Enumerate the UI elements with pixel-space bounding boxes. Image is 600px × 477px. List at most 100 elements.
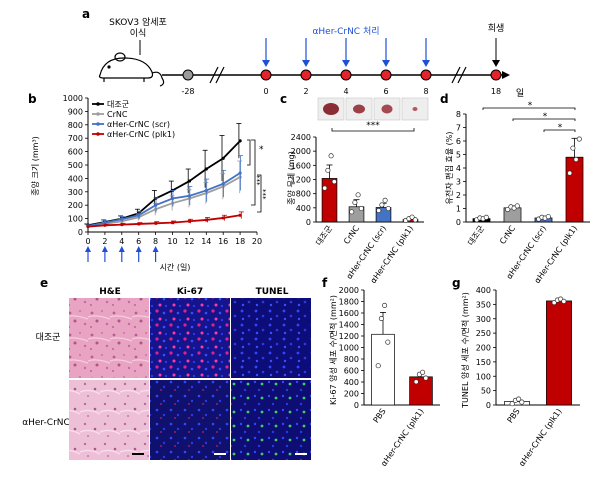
growth-legend-marker-1 <box>96 112 100 116</box>
growth-line-0 <box>87 140 241 227</box>
growth-legend-label-2: αHer-CrNC (scr) <box>107 120 170 129</box>
growth-xtick-14: 14 <box>201 237 211 246</box>
weight-sig: *** <box>366 121 380 131</box>
f-chart-ytick-0: 0 <box>354 401 359 410</box>
c-chart-ytick-400: 400 <box>296 204 311 213</box>
timeline-day-label-2: 2 <box>303 87 308 96</box>
g-chart-ytick-50: 50 <box>481 387 491 396</box>
panel-e: e H&E Ki-67 TUNEL 대조군 αHer-CrNC <box>22 276 311 460</box>
growth-ytick-100: 100 <box>68 215 83 224</box>
g-chart-ytick-400: 400 <box>476 286 491 295</box>
timeline-day-label-4: 4 <box>343 87 348 96</box>
growth-point <box>170 221 175 225</box>
growth-legend-label-3: αHer-CrNC (plk1) <box>107 130 175 139</box>
panel-f: f 0 200 400 600 800 1000 1200 1400 1600 1800 2000 P… <box>322 276 440 468</box>
growth-point <box>103 223 107 227</box>
growth-point <box>238 171 242 175</box>
growth-treat-arrowhead-6 <box>135 246 142 252</box>
g-chart-ytick-0: 0 <box>486 401 491 410</box>
c-chart-ytick-2000: 2000 <box>291 147 311 156</box>
mouse-icon <box>98 52 165 87</box>
d-chart-ytick-3: 3 <box>456 178 461 187</box>
g-chart-sample-dot <box>561 298 567 304</box>
f-chart-ytick-1800: 1800 <box>339 298 359 307</box>
growth-point <box>154 203 158 207</box>
f-chart-ytick-2000: 2000 <box>339 286 359 295</box>
g-chart-ytick-300: 300 <box>476 315 491 324</box>
c-chart-xlabel-1: CrNC <box>342 224 361 246</box>
img-tunel-control <box>231 298 311 378</box>
sacrifice-arrowhead <box>492 60 500 67</box>
g-chart-sample-dot <box>519 399 525 405</box>
f-chart-ytick-1400: 1400 <box>339 321 359 330</box>
c-chart-sample-dot <box>325 167 331 173</box>
growth-line-1 <box>87 176 241 227</box>
growth-point <box>154 221 158 225</box>
panel-e-label: e <box>40 276 48 290</box>
c-chart-sample-dot <box>328 153 334 159</box>
growth-xtick-8: 8 <box>153 237 158 246</box>
timeline-break-2 <box>451 66 467 84</box>
growth-ytick-500: 500 <box>68 161 83 170</box>
growth-point <box>137 222 141 226</box>
f-chart-ytick-1600: 1600 <box>339 309 359 318</box>
f-chart-bar-1 <box>409 376 433 406</box>
growth-series-3 <box>86 211 244 229</box>
d-chart-sample-dot <box>573 156 579 163</box>
g-chart-ytick-350: 350 <box>476 300 491 309</box>
img-tunel-treated <box>231 380 311 460</box>
growth-point <box>221 182 225 186</box>
growth-point <box>204 218 208 222</box>
timeline-dot-18 <box>490 69 502 81</box>
c-chart-sample-dot <box>352 199 358 206</box>
c-chart-sample-dot <box>349 209 355 215</box>
c-chart-xlabel-0: 대조군 <box>314 224 334 247</box>
growth-point <box>221 156 225 160</box>
c-chart-bar-0 <box>321 178 338 223</box>
tumor-blob-2 <box>353 104 365 114</box>
growth-point <box>238 139 242 143</box>
timeline-dot-6 <box>380 69 392 81</box>
tunel-ylabel: TUNEL 양성 세포 수/면적 (mm²) <box>460 292 470 409</box>
c-chart-sample-dot <box>322 185 328 191</box>
timeline-day-label-18: 18 <box>491 87 501 96</box>
d-chart-sample-dot <box>545 214 551 220</box>
panel-f-label: f <box>322 276 328 290</box>
row-treated: αHer-CrNC <box>22 418 70 428</box>
panel-g-label: g <box>452 276 461 290</box>
d-chart-sample-dot <box>570 145 576 151</box>
growth-legend-marker-3 <box>96 132 100 136</box>
growth-ytick-300: 300 <box>68 188 83 197</box>
c-chart-sample-dot <box>379 202 385 208</box>
timeline-day-label-8: 8 <box>423 87 428 96</box>
growth-xtick-20: 20 <box>252 237 262 246</box>
f-chart-sample-dot <box>420 369 426 375</box>
c-chart-ytick-1200: 1200 <box>291 176 311 185</box>
g-chart-ytick-200: 200 <box>476 344 491 353</box>
treat-arrowhead-0 <box>262 60 270 67</box>
implant-label-line1: SKOV3 암세포 <box>109 16 167 28</box>
treat-arrowhead-4 <box>342 60 350 67</box>
growth-point <box>221 216 225 220</box>
growth-line-3 <box>87 214 241 228</box>
timeline-day-label-0: 0 <box>263 87 268 96</box>
d-chart-ytick-8: 8 <box>456 110 461 119</box>
c-chart-sample-dot <box>382 197 388 203</box>
edit-ylabel: 유전자 편집 효율 (%) <box>444 132 454 205</box>
growth-point <box>137 213 141 217</box>
g-chart-xlabel-1: αHer-CrNC (plk1) <box>517 407 563 468</box>
growth-point <box>86 225 90 229</box>
growth-treat-arrowhead-4 <box>118 246 125 252</box>
c-chart-ytick-2400: 2400 <box>291 133 311 142</box>
growth-ytick-800: 800 <box>68 121 83 130</box>
growth-xtick-6: 6 <box>136 237 141 246</box>
treat-label: αHer-CrNC 처리 <box>312 25 379 37</box>
f-chart-ytick-1200: 1200 <box>339 332 359 341</box>
growth-xtick-10: 10 <box>167 237 177 246</box>
f-chart-xlabel-1: αHer-CrNC (plk1) <box>379 407 425 468</box>
d-chart-ytick-0: 0 <box>456 218 461 227</box>
growth-point <box>120 223 124 227</box>
growth-point <box>170 196 175 201</box>
